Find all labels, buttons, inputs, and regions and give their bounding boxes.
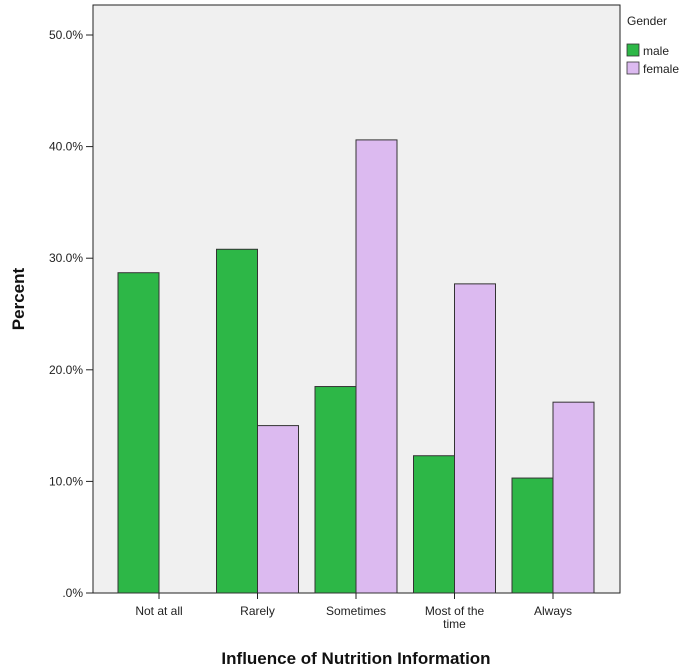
x-tick-label: Rarely — [240, 604, 275, 618]
legend-label-female: female — [643, 62, 679, 76]
bar-male — [511, 477, 554, 594]
bar-female — [552, 401, 595, 594]
y-axis: .0% 10.0% 20.0% 30.0% 40.0% 50.0% — [49, 28, 93, 600]
x-axis-title: Influence of Nutrition Information — [221, 649, 490, 668]
y-tick-label: 50.0% — [49, 28, 83, 42]
x-axis: Not at all Rarely Sometimes Most of the time… — [135, 593, 572, 631]
y-tick-label: .0% — [62, 586, 83, 600]
bar-male — [413, 455, 455, 594]
legend-label-male: male — [643, 44, 669, 58]
bar-series — [117, 139, 595, 594]
bar-male — [117, 272, 160, 594]
bar-female — [257, 425, 299, 594]
y-tick-label: 40.0% — [49, 140, 83, 154]
x-tick-label: Always — [534, 604, 572, 618]
x-tick-label: Not at all — [135, 604, 182, 618]
x-tick-label: Most of the time — [425, 604, 485, 631]
y-tick-label: 10.0% — [49, 474, 83, 488]
legend-title: Gender — [627, 14, 667, 28]
bar-female — [355, 139, 398, 594]
bar-male — [216, 248, 258, 594]
y-tick-label: 20.0% — [49, 363, 83, 377]
bar-female — [454, 283, 496, 594]
y-axis-title: Percent — [9, 267, 28, 330]
legend-swatch-female — [626, 61, 640, 75]
legend: Gender male female — [626, 14, 679, 76]
legend-swatch-male — [626, 43, 640, 57]
y-tick-label: 30.0% — [49, 251, 83, 265]
bar-male — [314, 386, 357, 594]
x-tick-label: Sometimes — [326, 604, 386, 618]
